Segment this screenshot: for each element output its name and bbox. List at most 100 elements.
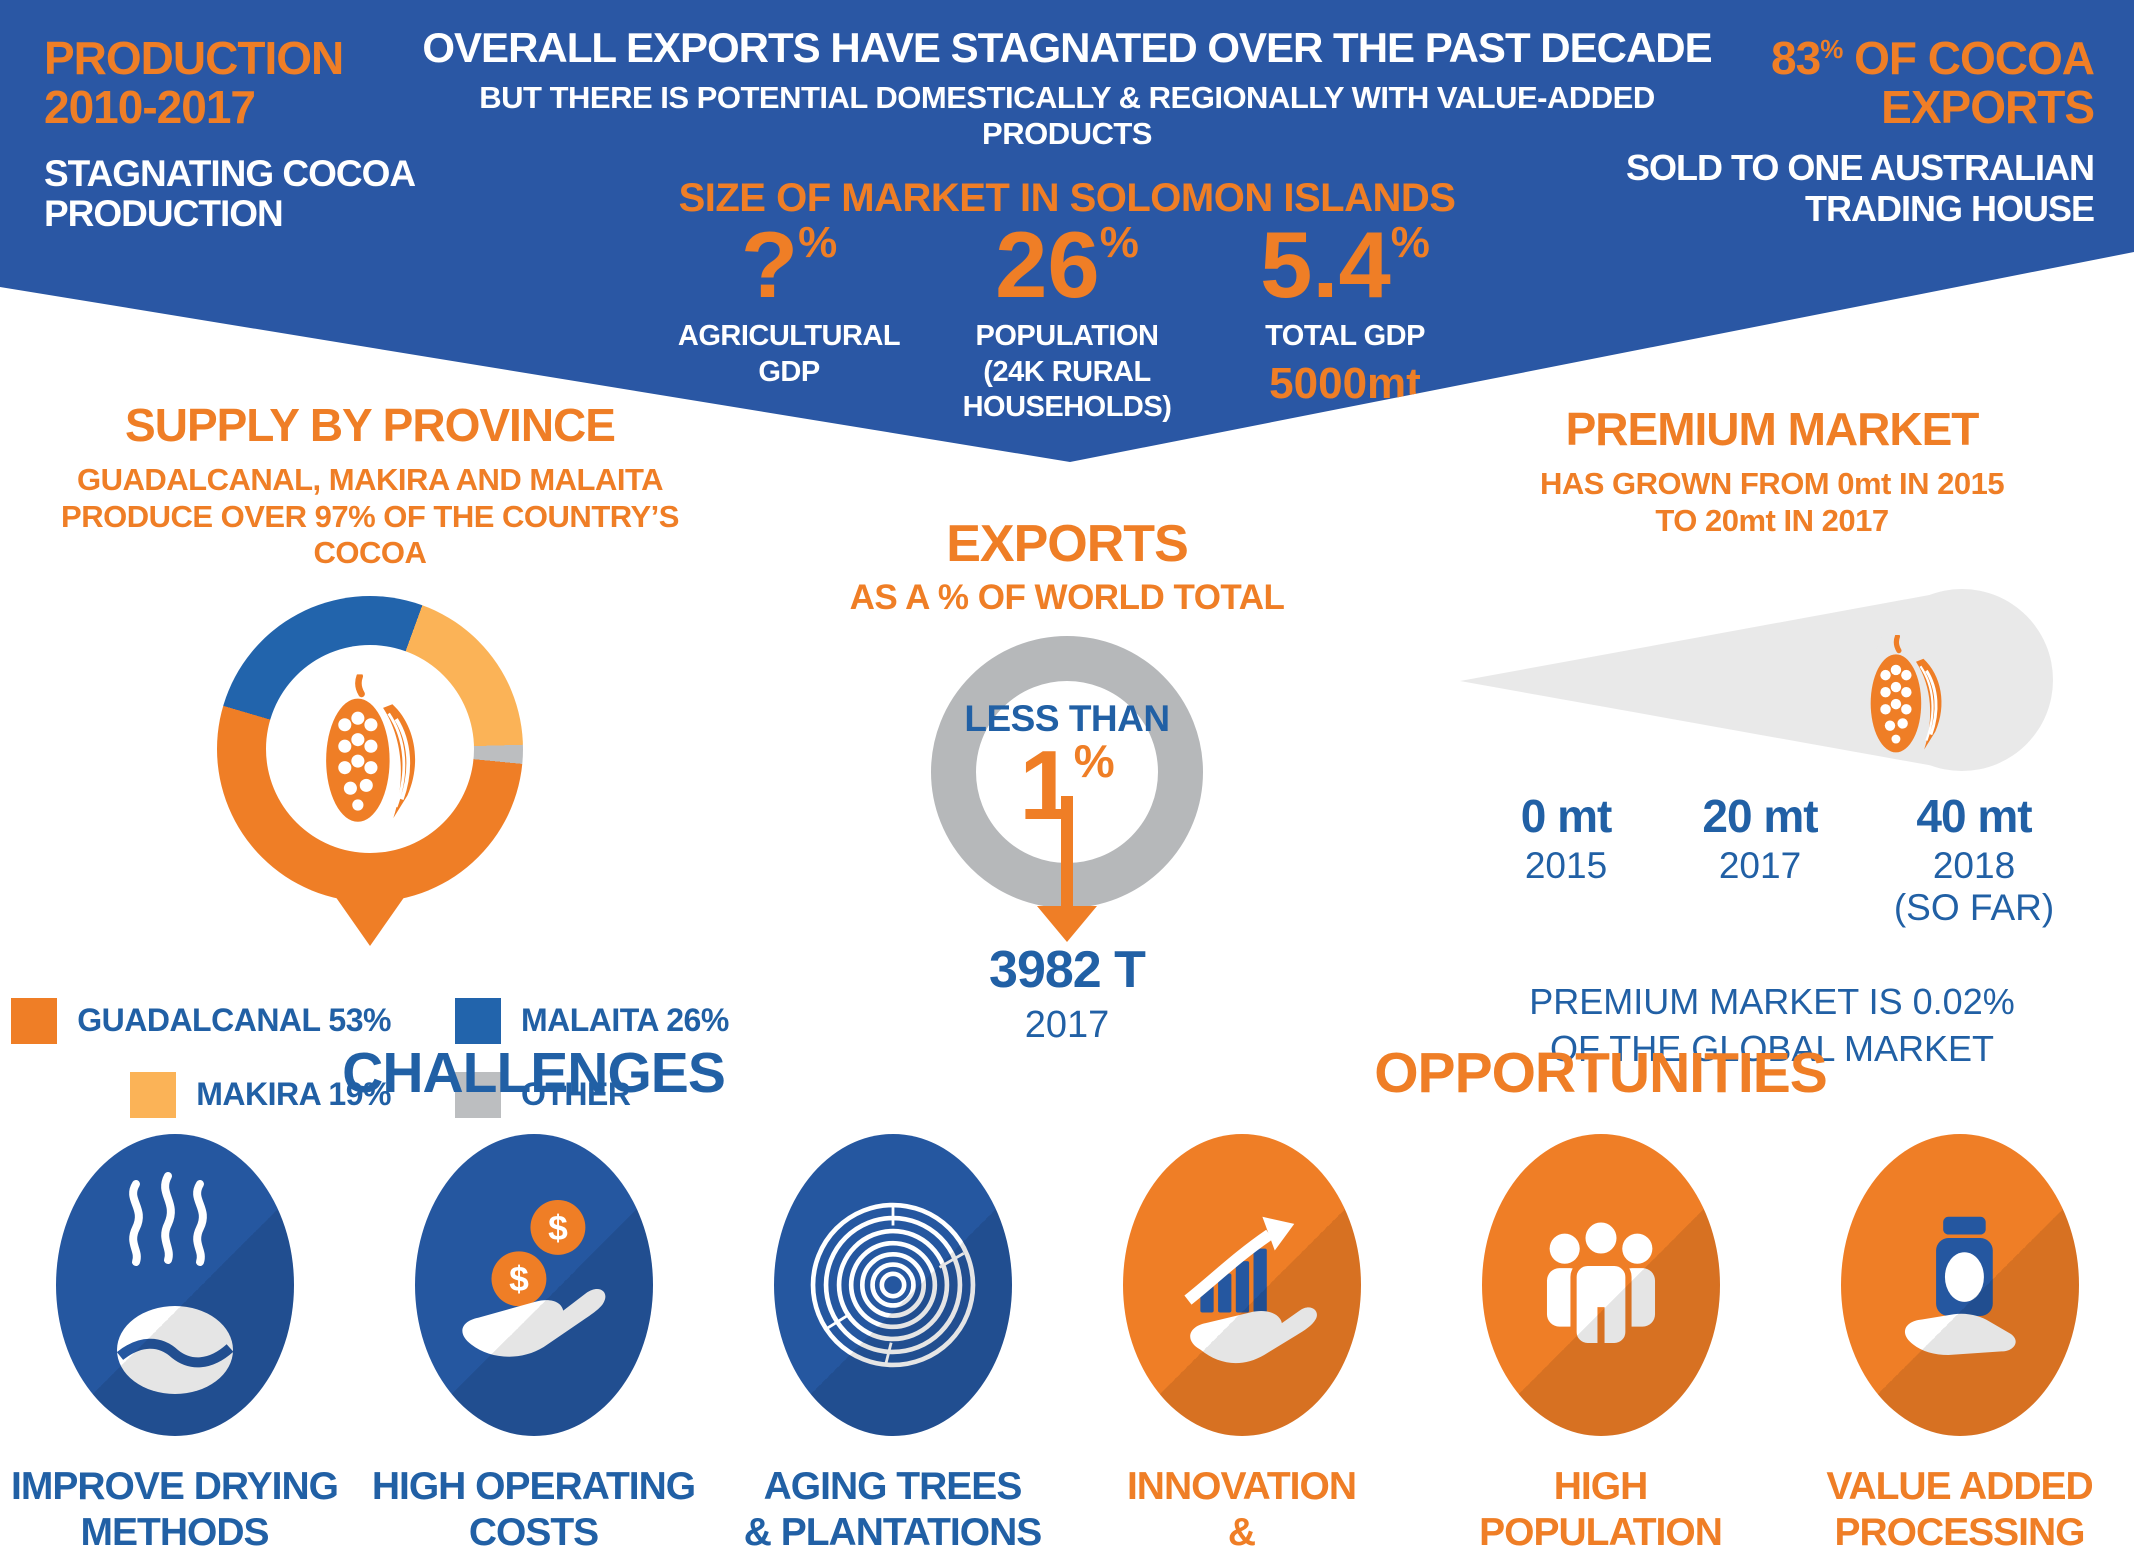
bottom-sections: CHALLENGES IMP bbox=[0, 1040, 2134, 1556]
premium-point-2015: 0 mt 2015 bbox=[1451, 789, 1681, 887]
challenges-section: CHALLENGES IMP bbox=[0, 1040, 1067, 1556]
challenge-circle: $ $ bbox=[414, 1134, 653, 1436]
stat-population: 26% POPULATION (24K RURAL HOUSEHOLDS) bbox=[928, 218, 1206, 425]
stat-number: ? bbox=[740, 212, 799, 317]
province-legend: GUADALCANAL 53% MALAITA 26% MAKIRA 19% O… bbox=[11, 997, 729, 1118]
point-year: 2017 bbox=[1718, 845, 1802, 887]
exports-share-number: 83 bbox=[1771, 32, 1821, 84]
map-pin-tip bbox=[328, 885, 412, 946]
exports-share-line2: EXPORTS bbox=[1881, 81, 2095, 134]
premium-footnote: PREMIUM MARKET IS 0.02% OF THE GLOBAL MA… bbox=[1529, 981, 2015, 1069]
stat-label: POPULATION (24K RURAL HOUSEHOLDS) bbox=[962, 320, 1172, 424]
legend-label: GUADALCANAL 53% bbox=[77, 1002, 391, 1039]
people-group-icon bbox=[1546, 1216, 1655, 1350]
stat-total-gdp: 5.4% TOTAL GDP 5000mt bbox=[1206, 218, 1484, 425]
challenges-title: CHALLENGES bbox=[342, 1041, 726, 1105]
cocoa-pod-icon bbox=[314, 674, 426, 824]
premium-market-section: PREMIUM MARKET HAS GROWN FROM 0mt IN 201… bbox=[1442, 402, 2102, 1073]
percent-sign: % bbox=[1390, 218, 1430, 267]
point-note: (SO FAR) bbox=[1893, 887, 2055, 929]
exports-section: EXPORTS AS A % OF WORLD TOTAL LESS THAN … bbox=[827, 514, 1307, 1047]
challenges-row: IMPROVE DRYING METHODS $ $ HIGH OPERATIN… bbox=[0, 1134, 1067, 1556]
drying-bean-icon bbox=[116, 1172, 233, 1394]
challenge-label: IMPROVE DRYING METHODS bbox=[11, 1465, 339, 1555]
point-value: 20 mt bbox=[1702, 790, 1818, 843]
stat-value: 5.4% bbox=[1206, 218, 1484, 312]
challenge-operating-costs: $ $ HIGH OPERATING COSTS bbox=[361, 1134, 706, 1556]
growth-cone-chart bbox=[1460, 589, 2053, 772]
opportunity-circle bbox=[1481, 1134, 1720, 1436]
header-center: OVERALL EXPORTS HAVE STAGNATED OVER THE … bbox=[422, 24, 1712, 221]
supply-title: SUPPLY BY PROVINCE bbox=[125, 399, 616, 451]
stat-value: 26% bbox=[928, 218, 1206, 312]
main-headline: OVERALL EXPORTS HAVE STAGNATED OVER THE … bbox=[422, 24, 1712, 71]
donut-hole bbox=[266, 644, 474, 853]
main-subheadline: BUT THERE IS POTENTIAL DOMESTICALLY & RE… bbox=[479, 80, 1655, 151]
challenge-circle bbox=[55, 1134, 294, 1436]
opportunity-population: HIGH POPULATION ACTIVITY IN SECTOR bbox=[1428, 1134, 1773, 1556]
market-stats-row: ?% AGRICULTURAL GDP 26% POPULATION (24K … bbox=[650, 218, 1484, 425]
stat-label: AGRICULTURAL GDP bbox=[677, 320, 901, 388]
challenge-aging-trees: AGING TREES & PLANTATIONS bbox=[720, 1134, 1065, 1556]
challenge-label: AGING TREES & PLANTATIONS bbox=[743, 1465, 1043, 1555]
percent-sign: % bbox=[1820, 34, 1843, 64]
cocoa-exports-block: 83% OF COCOA EXPORTS SOLD TO ONE AUSTRALI… bbox=[1625, 32, 2095, 229]
premium-title: PREMIUM MARKET bbox=[1565, 403, 1980, 455]
legend-item-malaita: MALAITA 26% bbox=[454, 997, 729, 1044]
opportunity-circle bbox=[1840, 1134, 2079, 1436]
growth-chart-hand-icon bbox=[1183, 1216, 1317, 1364]
down-arrow-stem bbox=[1061, 796, 1073, 908]
legend-item-makira: MAKIRA 19% bbox=[130, 1071, 391, 1118]
premium-points-row: 0 mt 2015 20 mt 2017 40 mt 2018 (SO FAR) bbox=[1442, 789, 2102, 971]
supply-donut-chart bbox=[217, 595, 523, 952]
down-arrow-head-icon bbox=[1037, 906, 1097, 942]
tree-rings-icon bbox=[810, 1202, 975, 1368]
opportunities-section: OPPORTUNITIES bbox=[1067, 1040, 2134, 1556]
challenge-circle bbox=[773, 1134, 1012, 1436]
point-value: 0 mt bbox=[1520, 790, 1613, 843]
exports-ring-chart: LESS THAN 1% bbox=[931, 636, 1203, 942]
stat-value: ?% bbox=[650, 218, 928, 312]
exports-year: 2017 bbox=[1024, 1004, 1110, 1046]
legend-label: OTHER bbox=[520, 1076, 631, 1113]
production-subtitle: STAGNATING COCOA PRODUCTION bbox=[44, 153, 416, 235]
svg-text:$: $ bbox=[509, 1259, 529, 1299]
coins-hand-icon: $ $ bbox=[461, 1199, 605, 1357]
opportunities-title: OPPORTUNITIES bbox=[1374, 1041, 1828, 1105]
jar-hand-icon bbox=[1904, 1216, 2016, 1355]
legend-swatch-malaita bbox=[454, 997, 501, 1044]
legend-item-guadalcanal: GUADALCANAL 53% bbox=[11, 997, 391, 1044]
legend-label: MALAITA 26% bbox=[520, 1002, 729, 1039]
exports-subtitle: AS A % OF WORLD TOTAL bbox=[849, 578, 1285, 617]
exports-share-title: 83% OF COCOA EXPORTS bbox=[1626, 32, 2095, 134]
opportunity-label: VALUE ADDED PROCESSING bbox=[1826, 1465, 2093, 1555]
production-title: PRODUCTION 2010-2017 bbox=[44, 32, 344, 134]
stat-agricultural-gdp: ?% AGRICULTURAL GDP bbox=[650, 218, 928, 425]
supply-by-province-section: SUPPLY BY PROVINCE GUADALCANAL, MAKIRA A… bbox=[11, 398, 729, 1118]
opportunity-innovation: INNOVATION & DIVERSIFICATION bbox=[1069, 1134, 1414, 1556]
opportunities-row: INNOVATION & DIVERSIFICATION bbox=[1067, 1134, 2134, 1556]
less-than-label: LESS THAN bbox=[964, 698, 1170, 739]
challenge-improve-drying: IMPROVE DRYING METHODS bbox=[2, 1134, 347, 1556]
opportunity-label: HIGH POPULATION ACTIVITY IN SECTOR bbox=[1479, 1465, 1723, 1555]
exports-amount: 3982 T bbox=[989, 941, 1146, 999]
opportunity-label: INNOVATION & DIVERSIFICATION bbox=[1126, 1465, 1357, 1555]
stat-label: TOTAL GDP bbox=[1265, 320, 1425, 353]
premium-point-2018: 40 mt 2018 (SO FAR) bbox=[1859, 789, 2089, 929]
percent-sign: % bbox=[798, 218, 838, 267]
opportunity-circle bbox=[1122, 1134, 1361, 1436]
percent-sign: % bbox=[1073, 735, 1115, 787]
opportunity-value-added: VALUE ADDED PROCESSING bbox=[1787, 1134, 2132, 1556]
premium-subtitle: HAS GROWN FROM 0mt IN 2015 TO 20mt IN 20… bbox=[1539, 466, 2005, 538]
exports-share-rest: OF COCOA bbox=[1842, 32, 2095, 84]
exports-share-subtitle: SOLD TO ONE AUSTRALIAN TRADING HOUSE bbox=[1625, 147, 2095, 229]
production-block: PRODUCTION 2010-2017 STAGNATING COCOA PR… bbox=[44, 32, 416, 235]
premium-point-2017: 20 mt 2017 bbox=[1645, 789, 1875, 887]
legend-swatch-other bbox=[454, 1071, 501, 1118]
cone-shape bbox=[1460, 589, 1962, 772]
supply-subtitle: GUADALCANAL, MAKIRA AND MALAITA PRODUCE … bbox=[61, 462, 679, 571]
stat-number: 26 bbox=[995, 212, 1100, 317]
legend-item-other: OTHER bbox=[454, 1071, 729, 1118]
point-value: 40 mt bbox=[1916, 790, 2032, 843]
